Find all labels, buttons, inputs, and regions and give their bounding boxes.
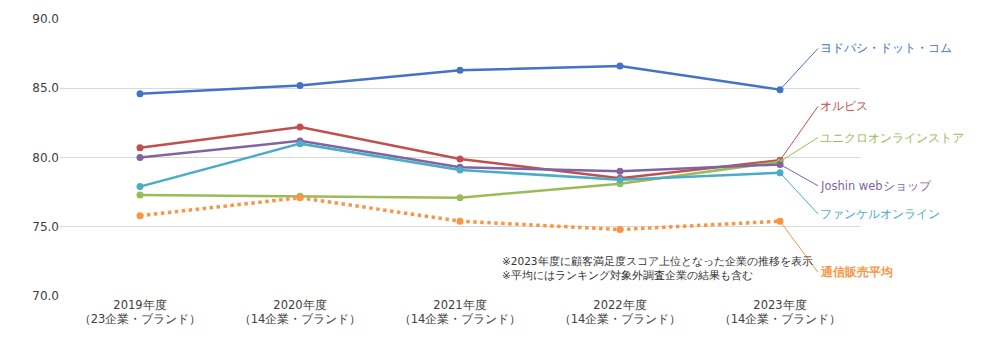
svg-text:ユニクロオンラインストア: ユニクロオンラインストア	[820, 131, 964, 145]
svg-text:90.0: 90.0	[32, 12, 59, 26]
svg-text:2023年度（14企業・ブランド）: 2023年度（14企業・ブランド）	[719, 298, 842, 327]
svg-text:2021年度（14企業・ブランド）: 2021年度（14企業・ブランド）	[399, 298, 522, 327]
svg-text:オルビス: オルビス	[820, 99, 868, 113]
svg-text:80.0: 80.0	[32, 151, 59, 165]
svg-text:2022年度（14企業・ブランド）: 2022年度（14企業・ブランド）	[559, 298, 682, 327]
svg-text:85.0: 85.0	[32, 81, 59, 95]
svg-text:70.0: 70.0	[32, 289, 59, 303]
svg-text:※2023年度に顧客満足度スコア上位となった企業の推移を表示: ※2023年度に顧客満足度スコア上位となった企業の推移を表示※平均にはランキング…	[502, 255, 813, 281]
svg-text:2019年度（23企業・ブランド）: 2019年度（23企業・ブランド）	[79, 298, 202, 327]
svg-text:2020年度（14企業・ブランド）: 2020年度（14企業・ブランド）	[239, 298, 362, 327]
svg-text:ヨドバシ・ドット・コム: ヨドバシ・ドット・コム	[820, 41, 952, 55]
svg-text:ファンケルオンライン: ファンケルオンライン	[820, 207, 940, 221]
svg-text:75.0: 75.0	[32, 220, 59, 234]
svg-text:Joshin webショップ: Joshin webショップ	[820, 179, 932, 193]
svg-text:通信販売平均: 通信販売平均	[820, 265, 893, 279]
